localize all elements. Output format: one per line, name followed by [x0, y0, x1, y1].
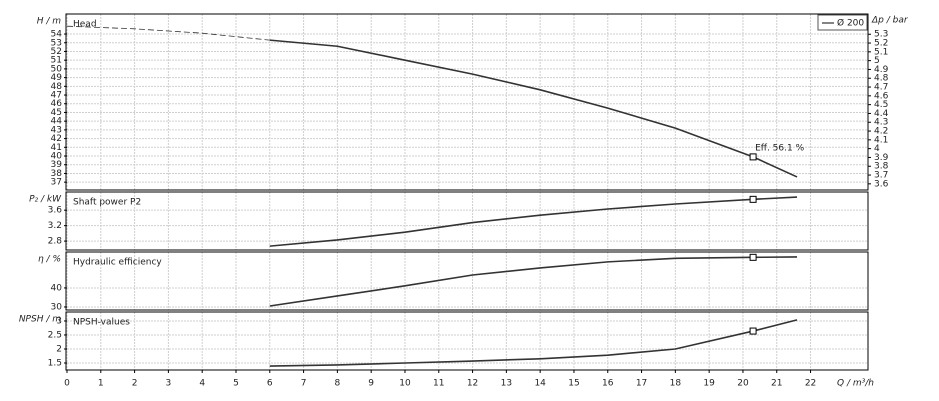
operating-point — [749, 195, 757, 203]
panel-title: Head — [73, 20, 97, 30]
y2-tick-label: 5.3 — [874, 30, 888, 40]
y-tick-label: 3.2 — [48, 221, 62, 231]
x-tick-label: 8 — [335, 379, 341, 389]
x-tick-label: 12 — [467, 379, 478, 389]
x-tick-label: 3 — [166, 379, 172, 389]
x-tick-label: 4 — [199, 379, 205, 389]
legend-box — [817, 14, 868, 31]
y-tick-label: 40 — [51, 283, 63, 293]
y-tick-label: 3.6 — [48, 206, 63, 216]
y2-tick-label: 4.8 — [874, 74, 889, 84]
x-tick-label: 7 — [301, 379, 307, 389]
x-tick-label: 16 — [602, 379, 614, 389]
legend-label: Ø 200 — [837, 18, 864, 29]
y-tick-label: 2.8 — [48, 237, 63, 247]
y-tick-label: 37 — [51, 178, 62, 188]
x-tick-label: 17 — [636, 379, 647, 389]
x-tick-label: 18 — [670, 379, 682, 389]
x-tick-label: 19 — [703, 379, 715, 389]
x-tick-label: 21 — [771, 379, 782, 389]
panel-frame — [65, 311, 869, 371]
y-tick-label: 40 — [51, 152, 63, 162]
y-tick-label: 52 — [51, 47, 62, 57]
panel-title: Shaft power P2 — [73, 198, 141, 208]
y2-tick-label: 3.7 — [874, 171, 888, 181]
y2-tick-label: 4.3 — [874, 118, 888, 128]
y2-tick-label: 4.9 — [874, 65, 889, 75]
y-tick-label: 51 — [51, 56, 62, 66]
x-tick-label: 20 — [737, 379, 749, 389]
y-tick-label: 44 — [51, 117, 63, 127]
y2-tick-label: 3.8 — [874, 162, 889, 172]
y-axis-title: NPSH / m — [19, 315, 61, 325]
y2-tick-label: 3.6 — [874, 179, 889, 189]
operating-point-label: Eff. 56.1 % — [755, 143, 805, 153]
x-tick-label: 0 — [64, 379, 70, 389]
y2-tick-label: 4.1 — [874, 135, 888, 145]
y2-axis-title: Δp / bar — [871, 16, 909, 26]
y-tick-label: 3 — [56, 316, 62, 326]
y-axis-title: P₂ / kW — [29, 195, 62, 205]
panel-title: Hydraulic efficiency — [73, 258, 162, 268]
y-tick-label: 49 — [51, 73, 63, 83]
y2-tick-label: 4.5 — [874, 100, 888, 110]
y2-tick-label: 5.1 — [874, 47, 888, 57]
panel-title: NPSH-values — [73, 318, 130, 328]
y-tick-label: 50 — [51, 64, 63, 74]
y2-tick-label: 4.7 — [874, 83, 888, 93]
x-tick-label: 14 — [534, 379, 546, 389]
y-tick-label: 48 — [51, 82, 63, 92]
x-tick-label: 11 — [433, 379, 444, 389]
operating-point — [749, 153, 757, 161]
curve — [269, 256, 798, 307]
x-tick-label: 1 — [98, 379, 104, 389]
y-axis-title: η / % — [38, 255, 61, 265]
y2-tick-label: 4.2 — [874, 127, 888, 137]
x-tick-label: 2 — [132, 379, 138, 389]
y-tick-label: 47 — [51, 91, 62, 101]
y-tick-label: 41 — [51, 143, 62, 153]
curve — [269, 39, 798, 178]
panel-frame — [65, 13, 869, 191]
y-tick-label: 38 — [51, 169, 63, 179]
y-tick-label: 45 — [51, 108, 62, 118]
x-tick-label: 9 — [368, 379, 374, 389]
operating-point — [749, 253, 757, 261]
y-axis-title: H / m — [37, 17, 62, 27]
curve — [269, 319, 798, 367]
x-tick-label: 10 — [399, 379, 411, 389]
x-axis-title: Q / m³/h — [837, 379, 874, 389]
y2-tick-label: 5 — [874, 56, 880, 66]
y-tick-label: 2.5 — [48, 330, 62, 340]
y-tick-label: 2 — [56, 344, 62, 354]
x-tick-label: 22 — [805, 379, 816, 389]
x-tick-label: 13 — [501, 379, 512, 389]
y2-tick-label: 5.2 — [874, 39, 888, 49]
x-tick-label: 6 — [267, 379, 273, 389]
curve — [269, 196, 798, 247]
panel-frame — [65, 191, 869, 251]
y2-tick-label: 4 — [874, 144, 880, 154]
y-tick-label: 30 — [51, 302, 63, 312]
y-tick-label: 1.5 — [48, 358, 62, 368]
x-tick-label: 5 — [233, 379, 239, 389]
y-tick-label: 53 — [51, 38, 62, 48]
x-tick-label: 15 — [568, 379, 579, 389]
y-tick-label: 39 — [51, 160, 63, 170]
y-tick-label: 42 — [51, 134, 62, 144]
y2-tick-label: 3.9 — [874, 153, 889, 163]
operating-point — [749, 327, 757, 335]
y-tick-label: 54 — [51, 30, 63, 40]
y2-tick-label: 4.6 — [874, 91, 889, 101]
y2-tick-label: 4.4 — [874, 109, 889, 119]
y-tick-label: 46 — [51, 99, 63, 109]
y-tick-label: 43 — [51, 125, 62, 135]
panel-frame — [65, 251, 869, 311]
curve — [66, 25, 270, 41]
